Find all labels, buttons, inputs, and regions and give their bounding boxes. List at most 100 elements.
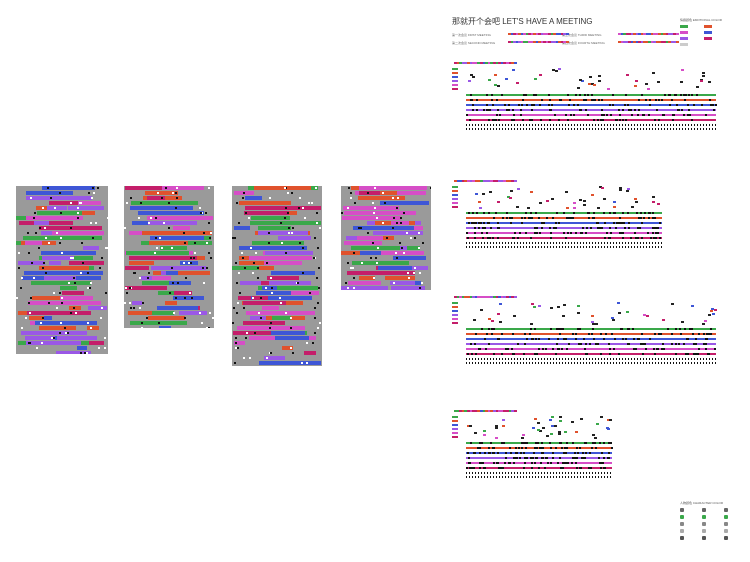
speech-mark [384, 202, 386, 204]
emotion-bar [179, 311, 207, 315]
emotion-bar [245, 196, 262, 200]
line-mark [553, 227, 555, 229]
header-color-cell [545, 41, 549, 43]
line-mark [706, 338, 708, 340]
timeline-header-cell [454, 180, 457, 182]
speech-mark [421, 282, 423, 284]
line-mark [685, 353, 687, 355]
line-mark [500, 467, 502, 469]
emotion-bar [26, 196, 92, 200]
speech-mark [237, 347, 239, 349]
line-mark [584, 457, 586, 459]
event-dot [712, 313, 715, 315]
speech-mark [154, 252, 156, 254]
emotion-bar [36, 331, 87, 335]
event-dot [497, 313, 500, 315]
speech-mark [408, 277, 410, 279]
speech-mark [410, 237, 412, 239]
line-mark [543, 222, 545, 224]
event-dot [571, 421, 574, 423]
header-color-cell [543, 33, 546, 35]
speech-mark [18, 267, 20, 269]
speech-mark [158, 322, 160, 324]
emotion-bar [390, 281, 415, 285]
line-mark [685, 94, 687, 96]
meeting-panel-4 [341, 186, 431, 290]
line-mark [578, 343, 580, 345]
line-mark [525, 447, 527, 449]
speech-mark [205, 212, 207, 214]
emotion-bar [341, 251, 372, 255]
speech-mark [306, 362, 308, 364]
speech-mark [255, 252, 257, 254]
speech-mark [299, 242, 301, 244]
event-dot [550, 307, 553, 309]
line-mark [559, 333, 561, 335]
speech-mark [290, 317, 292, 319]
speech-mark [306, 342, 308, 344]
line-mark [531, 217, 533, 219]
emotion-bar [259, 266, 274, 270]
speech-mark [194, 252, 196, 254]
line-mark [476, 99, 478, 101]
emotion-bar [359, 276, 375, 280]
speech-mark [350, 197, 352, 199]
line-mark [671, 99, 673, 101]
speech-mark [88, 192, 90, 194]
line-mark [466, 232, 468, 234]
emotion-bar [60, 286, 77, 290]
line-mark [483, 467, 485, 469]
line-mark [655, 237, 657, 239]
speech-mark [165, 187, 167, 189]
speech-mark [238, 272, 240, 274]
speech-mark [413, 272, 415, 274]
line-mark [609, 104, 611, 106]
line-mark [658, 119, 660, 121]
line-mark [549, 442, 551, 444]
speech-mark [148, 222, 150, 224]
header-color-cell [640, 33, 644, 35]
line-mark [511, 217, 513, 219]
line-mark [560, 328, 562, 330]
line-mark [480, 442, 482, 444]
speech-mark [199, 312, 201, 314]
speech-mark [51, 337, 53, 339]
line-mark [575, 232, 577, 234]
line-mark [649, 338, 651, 340]
timeline-header-cell [487, 62, 491, 64]
line-mark [531, 109, 533, 111]
speech-mark [89, 287, 91, 289]
character-swatch [680, 529, 684, 533]
timeline-header-cell [477, 180, 481, 182]
speech-mark [99, 267, 101, 269]
speech-mark [60, 322, 62, 324]
line-mark [520, 109, 522, 111]
line-mark [648, 217, 650, 219]
timeline-header-cell [495, 410, 499, 412]
line-mark [675, 353, 677, 355]
line-mark [618, 222, 620, 224]
line-mark [481, 328, 483, 330]
line-mark [652, 227, 654, 229]
event-dot [513, 315, 516, 317]
emotion-bar [39, 266, 89, 270]
timeline-header-cell [482, 62, 486, 64]
line-mark [622, 119, 624, 121]
speech-mark [396, 222, 398, 224]
speech-mark [173, 312, 175, 314]
event-dot [596, 423, 599, 425]
speech-mark [33, 217, 35, 219]
speech-mark [54, 207, 56, 209]
line-mark [693, 343, 695, 345]
line-mark [575, 462, 577, 464]
timeline-header-cell [456, 296, 460, 298]
character-swatch [724, 529, 728, 533]
line-mark [644, 343, 646, 345]
event-dot [478, 201, 481, 203]
speech-mark [250, 247, 252, 249]
line-mark [550, 462, 552, 464]
emotion-bar [278, 236, 311, 240]
speech-mark [200, 212, 202, 214]
character-marker [452, 80, 458, 82]
speech-mark [367, 232, 369, 234]
